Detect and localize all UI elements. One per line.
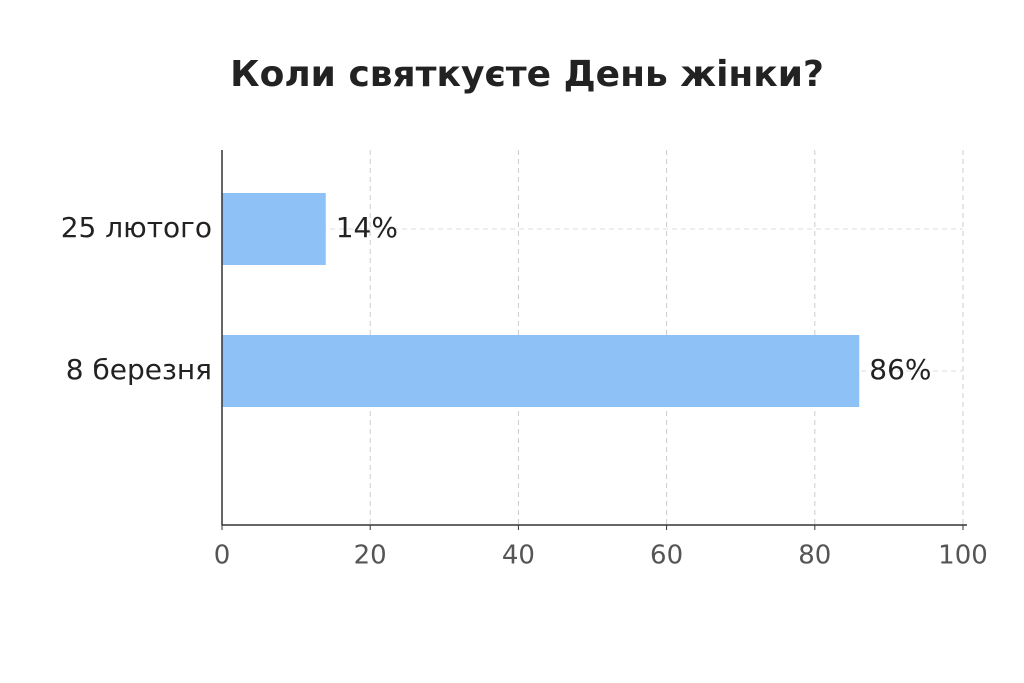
y-tick-label: 8 березня: [66, 353, 212, 386]
x-tick-label: 80: [798, 541, 831, 571]
chart-title: Коли святкуєте День жінки?: [230, 54, 824, 95]
x-tick-label: 60: [650, 541, 683, 571]
x-tick-label: 100: [938, 541, 988, 571]
x-tick-label: 20: [354, 541, 387, 571]
value-label: 86%: [869, 353, 931, 386]
value-label: 14%: [336, 211, 398, 244]
bar: [222, 335, 860, 407]
bar: [222, 193, 326, 265]
x-tick-label: 0: [214, 541, 231, 571]
y-tick-label: 25 лютого: [61, 211, 212, 244]
x-tick-label: 40: [502, 541, 535, 571]
